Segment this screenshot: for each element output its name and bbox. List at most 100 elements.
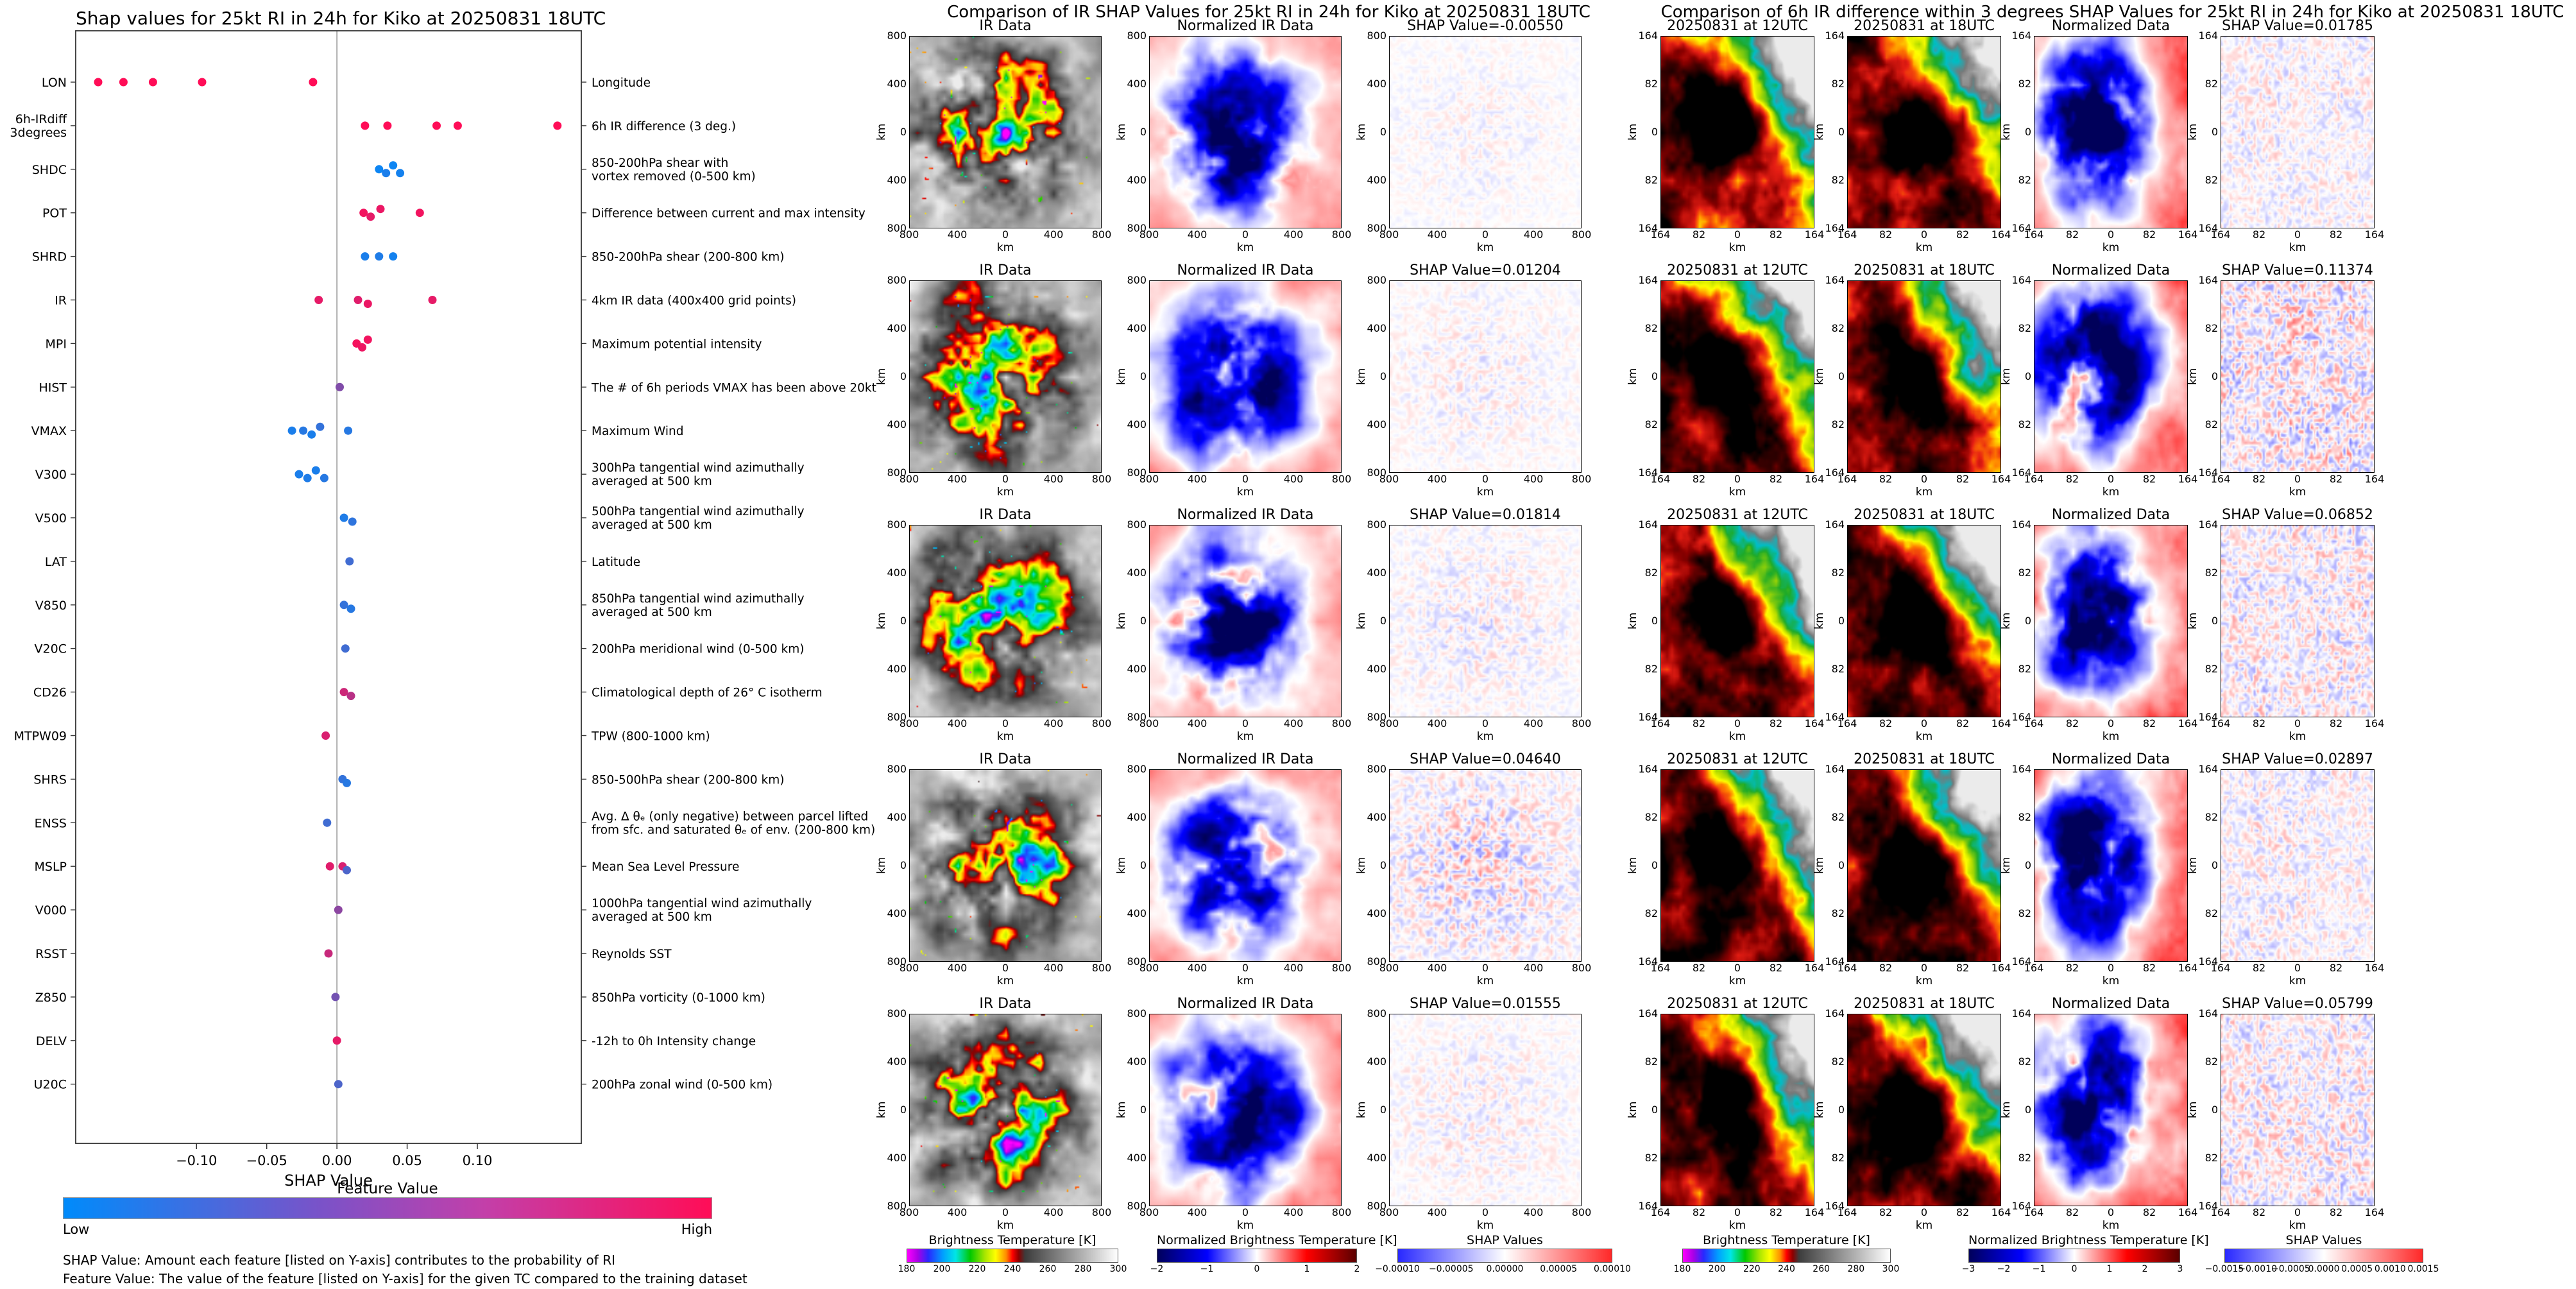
x-axis-label: km [1476,241,1494,254]
shap-point [389,252,398,261]
subplot: IR Data km 800 400 0 400 800 800 400 0 400 800 k… [875,262,1116,507]
x-tick-label: 0 [2107,473,2115,485]
colorbar-tick-label: 220 [1743,1264,1761,1274]
feature-code-label: HIST [38,380,67,395]
feature-description: The # of 6h periods VMAX has been above … [591,381,876,395]
y-tick-label: 800 [1367,30,1386,42]
feature-code-label: CD26 [33,686,67,700]
plot-footnotes: SHAP Value: Amount each feature [listed … [63,1251,747,1288]
colorbar-tick-label: −0.00010 [1375,1264,1420,1274]
subplot-title: IR Data [979,262,1032,278]
colorbar-tick-label: 3 [2177,1264,2183,1274]
colorbar: Brightness Temperature [K] 180 200 220 240 2… [1674,1233,1900,1277]
y-axis-ticks: 800 400 0 400 800 [887,31,909,234]
y-tick-label: 400 [887,322,907,334]
x-tick-label: 0 [2107,228,2115,241]
x-tick-label: 164 [2024,473,2044,485]
data-image [909,769,1102,962]
subplot: Normalized IR Data km 800 400 0 400 800 800 4… [1115,507,1356,751]
data-image [1660,36,1814,228]
colorbar-tick-label: −0.0015 [2205,1264,2244,1274]
x-tick-label: 164 [1991,717,2011,730]
y-tick-label: 400 [887,418,907,431]
y-tick-label: 0 [1379,370,1386,382]
feature-description: 850-500hPa shear (200-800 km) [592,773,784,787]
ir-subplot-grid: IR Data km 800 400 0 400 800 800 400 0 400 800 k… [875,18,1596,1240]
y-axis-label: km [1813,123,1826,141]
x-tick-label: 0 [1920,962,1928,974]
x-axis-label: km [2289,975,2307,987]
y-tick-label: 800 [1367,1200,1386,1212]
y-tick-label: 82 [2205,418,2218,431]
x-tick-label: 400 [1523,717,1544,730]
data-image [2221,1014,2375,1206]
y-axis-ticks: 164 82 0 82 164 [2198,31,2221,234]
subplot-title: Normalized Data [2051,751,2171,767]
x-tick-label: 82 [2329,228,2343,241]
y-tick-label: 164 [1825,518,1845,531]
x-tick-label: 164 [1650,1206,1671,1218]
y-tick-label: 400 [1127,663,1147,675]
y-tick-label: 164 [2011,466,2031,479]
colorbar-tick-label: −1 [2032,1264,2046,1274]
feature-description: 850hPa tangential wind azimuthally averag… [592,592,805,619]
shap-point [361,121,370,130]
shap-beeswarm-plot: LON Longitude 6h-IRdiff 3degrees 6h IR diffe… [10,30,876,1190]
x-tick-label: 0 [2107,962,2115,974]
x-axis-label: km [1915,730,1933,743]
subplot: SHAP Value=0.02897 km 164 82 0 82 164 164 82 0… [2187,751,2384,996]
x-tick-label: 82 [2142,1206,2156,1218]
x-axis-ticks: 800 400 0 400 800 [900,717,1112,730]
x-tick-label: 0.00 [322,1153,352,1168]
x-tick-label: 0 [1481,717,1489,730]
subplot-title: IR Data [979,18,1032,34]
feature-description: 1000hPa tangential wind azimuthally avera… [592,897,812,924]
y-axis-label: km [1813,368,1826,386]
x-tick-label: 164 [2364,962,2385,974]
x-tick-label: 800 [1139,228,1159,241]
y-tick-label: 164 [1638,955,1658,968]
x-axis-ticks: 800 400 0 400 800 [900,228,1112,241]
feature-code-label: MTPW09 [14,730,67,744]
x-tick-label: 82 [2065,962,2079,974]
data-image [2221,525,2375,717]
shap-point [363,300,372,308]
y-tick-label: 400 [1367,418,1386,431]
y-axis-label: km [1115,857,1128,875]
data-image [2221,280,2375,473]
x-tick-label: 0 [1920,1206,1928,1218]
x-tick-label: 400 [1043,228,1064,241]
feature-code-label: LON [42,76,67,90]
x-tick-label: 82 [2065,228,2079,241]
x-axis-label: km [996,486,1014,499]
shap-point [363,335,372,344]
feature-description: -12h to 0h Intensity change [592,1035,756,1048]
shap-point [294,470,303,479]
y-tick-label: 82 [1644,663,1658,675]
feature-code-label: DELV [36,1034,67,1048]
subplot: Normalized Data km 164 82 0 82 164 164 82 0 82 1… [2000,751,2198,996]
shap-point [345,557,354,566]
x-tick-label: 82 [2142,473,2156,485]
x-axis-ticks: 164 82 0 82 164 [2211,473,2385,486]
y-tick-label: 164 [1825,466,1845,479]
subplot: 20250831 at 12UTC km 164 82 0 82 164 164 82 0 8… [1626,507,1824,751]
y-axis-label: km [1813,857,1826,875]
y-tick-label: 0 [1139,126,1147,138]
y-tick-label: 164 [2198,466,2218,479]
x-tick-label: 400 [947,473,968,485]
subplot-title: SHAP Value=0.01814 [1410,507,1561,523]
x-axis-ticks: 164 82 0 82 164 [2024,962,2198,975]
feature-code-label: V850 [35,599,67,613]
y-tick-label: 164 [2198,955,2218,968]
colorbar-gradient [1968,1249,2180,1263]
x-tick-label: 164 [1650,962,1671,974]
colorbar-label: Brightness Temperature [K] [928,1233,1096,1247]
x-tick-label: 0 [1481,1206,1489,1218]
subplot: IR Data km 800 400 0 400 800 800 400 0 400 800 k… [875,18,1116,262]
y-tick-label: 164 [1825,955,1845,968]
x-tick-label: 800 [1379,228,1399,241]
y-tick-label: 0 [2211,370,2218,382]
y-tick-label: 800 [887,955,907,968]
x-tick-label: 82 [1956,962,1970,974]
